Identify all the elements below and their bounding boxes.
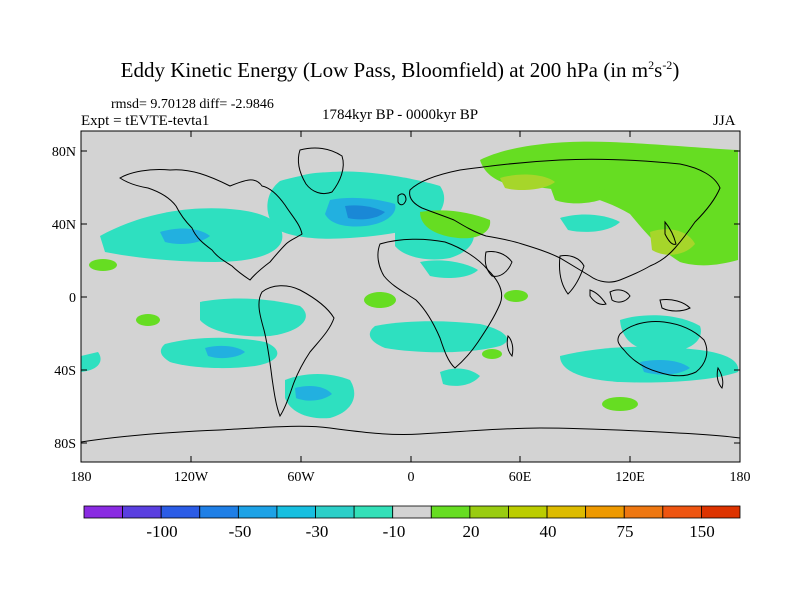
coast-madagascar xyxy=(506,335,514,357)
colorbar-label-6: 75 xyxy=(617,522,634,541)
field-europe-green xyxy=(420,210,491,239)
field-canada xyxy=(300,172,360,190)
coast-eurasia xyxy=(409,158,721,283)
colorbar-label-1: -50 xyxy=(229,522,252,541)
field-spot-se-pacific xyxy=(136,314,160,326)
field-south-indian-blue xyxy=(640,360,690,375)
season-label: JJA xyxy=(713,113,736,129)
coast-new-zealand xyxy=(716,366,724,389)
coast-south-america xyxy=(258,285,335,418)
lon-label-180w: 180 xyxy=(71,470,92,485)
tick-marks xyxy=(80,131,741,462)
field-spot-south-indian xyxy=(602,397,638,411)
coast-africa xyxy=(377,238,503,369)
colorbar-swatch-15 xyxy=(662,505,702,519)
field-spot-atlantic xyxy=(364,292,396,308)
colorbar-label-4: 20 xyxy=(463,522,480,541)
field-india xyxy=(560,214,620,232)
plot-title: Eddy Kinetic Energy (Low Pass, Bloomfiel… xyxy=(120,58,680,82)
field-east-asia-yellow xyxy=(650,229,695,255)
colorbar xyxy=(83,505,741,519)
field-spot-south-atlantic xyxy=(482,349,502,359)
field-tropical-atlantic xyxy=(369,321,508,353)
coast-japan xyxy=(664,220,677,245)
lon-label-120e: 120E xyxy=(615,470,645,485)
lon-label-60w: 60W xyxy=(287,470,315,485)
field-tropical-pacific xyxy=(200,298,306,337)
anomaly-fields xyxy=(81,141,739,419)
colorbar-labels: -100 -50 -30 -10 20 40 75 150 xyxy=(146,522,714,541)
coast-sumatra xyxy=(589,289,607,305)
lon-label-180e: 180 xyxy=(730,470,751,485)
coast-borneo xyxy=(609,289,631,303)
field-south-pacific-blue xyxy=(205,345,245,359)
colorbar-swatch-16 xyxy=(701,505,741,519)
field-north-atlantic-deep xyxy=(345,205,385,220)
colorbar-label-7: 150 xyxy=(689,522,715,541)
experiment-label: Expt = tEVTE-tevta1 xyxy=(81,113,210,129)
colorbar-label-5: 40 xyxy=(540,522,557,541)
colorbar-swatch-14 xyxy=(623,505,664,519)
field-siberia-yellow xyxy=(500,174,555,190)
colorbar-swatch-4 xyxy=(237,505,278,519)
coast-arabia xyxy=(484,251,513,277)
colorbar-swatch-10 xyxy=(469,505,509,519)
colorbar-swatch-12 xyxy=(546,505,587,519)
lon-label-0: 0 xyxy=(408,470,415,485)
colorbar-swatch-6 xyxy=(315,505,355,519)
stats-text: rmsd= 9.70128 diff= -2.9846 xyxy=(111,97,274,112)
field-north-africa xyxy=(420,260,478,278)
colorbar-swatch-0 xyxy=(83,505,123,519)
lon-label-60e: 60E xyxy=(509,470,532,485)
coastlines xyxy=(80,147,741,443)
colorbar-swatch-7 xyxy=(353,505,394,519)
colorbar-label-0: -100 xyxy=(146,522,177,541)
coast-north-america xyxy=(119,169,303,281)
field-north-america-blue xyxy=(160,228,210,244)
lat-label-40n: 40N xyxy=(52,218,76,233)
coast-new-guinea xyxy=(659,299,691,312)
lon-label-120w: 120W xyxy=(174,470,209,485)
coast-uk xyxy=(397,193,407,206)
coast-australia xyxy=(617,321,708,377)
lat-label-40s: 40S xyxy=(54,364,76,379)
lat-label-80s: 80S xyxy=(54,437,76,452)
colorbar-label-3: -10 xyxy=(383,522,406,541)
colorbar-swatch-3 xyxy=(199,505,239,519)
lat-label-0: 0 xyxy=(69,291,76,306)
coast-greenland xyxy=(297,147,344,195)
field-south-atlantic-blue xyxy=(295,386,332,401)
colorbar-swatch-1 xyxy=(122,505,162,519)
field-west-edge xyxy=(81,352,101,372)
colorbar-swatch-2 xyxy=(160,505,201,519)
colorbar-swatch-9 xyxy=(430,505,471,519)
colorbar-swatch-11 xyxy=(508,505,548,519)
field-australia xyxy=(620,315,701,352)
field-spot-pacific xyxy=(89,259,117,271)
colorbar-swatch-13 xyxy=(585,505,625,519)
coast-india xyxy=(559,255,585,295)
field-south-africa xyxy=(440,368,480,386)
colorbar-swatch-5 xyxy=(276,505,316,519)
period-label: 1784kyr BP - 0000kyr BP xyxy=(321,107,479,123)
field-spot-africa xyxy=(504,290,528,302)
colorbar-label-2: -30 xyxy=(306,522,329,541)
colorbar-swatch-8 xyxy=(392,505,432,519)
field-central-asia xyxy=(550,183,612,204)
coast-antarctica xyxy=(80,425,741,443)
lat-label-80n: 80N xyxy=(52,145,76,160)
